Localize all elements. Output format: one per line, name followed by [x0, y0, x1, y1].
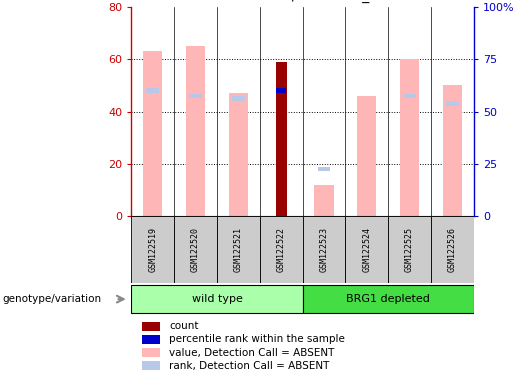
Bar — [186, 46, 205, 216]
Text: GSM122521: GSM122521 — [234, 227, 243, 272]
Bar — [131, 216, 174, 283]
Bar — [142, 348, 161, 357]
Text: GSM122519: GSM122519 — [148, 227, 157, 272]
Bar — [229, 93, 248, 216]
Bar — [318, 167, 331, 172]
Text: GSM122524: GSM122524 — [362, 227, 371, 272]
Bar — [357, 96, 376, 216]
Bar — [314, 185, 334, 216]
Bar — [303, 285, 474, 313]
Text: genotype/variation: genotype/variation — [3, 294, 102, 304]
Bar — [303, 216, 346, 283]
Text: wild type: wild type — [192, 294, 243, 304]
Text: value, Detection Call = ABSENT: value, Detection Call = ABSENT — [169, 348, 334, 358]
Bar — [131, 285, 303, 313]
Text: BRG1 depleted: BRG1 depleted — [346, 294, 430, 304]
Bar — [446, 101, 459, 106]
Text: count: count — [169, 321, 198, 331]
Bar — [388, 216, 431, 283]
Bar — [403, 93, 416, 98]
Title: GDS2156 / 1453022_at: GDS2156 / 1453022_at — [222, 0, 383, 3]
Bar — [277, 88, 286, 93]
Text: percentile rank within the sample: percentile rank within the sample — [169, 334, 345, 344]
Bar — [142, 361, 161, 370]
Text: GSM122522: GSM122522 — [277, 227, 286, 272]
Bar — [142, 335, 161, 344]
Bar — [142, 322, 161, 331]
Bar — [232, 96, 245, 101]
Text: GSM122526: GSM122526 — [448, 227, 457, 272]
Bar — [189, 93, 202, 98]
Bar — [143, 51, 162, 216]
Bar — [443, 85, 462, 216]
Bar — [346, 216, 388, 283]
Bar — [400, 59, 419, 216]
Bar — [146, 88, 159, 93]
Text: GSM122525: GSM122525 — [405, 227, 414, 272]
Bar — [260, 216, 302, 283]
Text: rank, Detection Call = ABSENT: rank, Detection Call = ABSENT — [169, 361, 330, 371]
Bar — [276, 62, 286, 216]
Text: GSM122523: GSM122523 — [319, 227, 329, 272]
Bar — [431, 216, 474, 283]
Bar — [174, 216, 217, 283]
Text: GSM122520: GSM122520 — [191, 227, 200, 272]
Bar — [217, 216, 260, 283]
